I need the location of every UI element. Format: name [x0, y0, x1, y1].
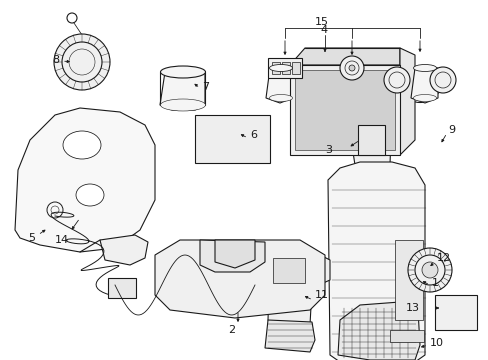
Text: 8: 8: [52, 55, 59, 65]
Bar: [294, 70, 394, 150]
Text: 13: 13: [405, 303, 419, 313]
Polygon shape: [265, 68, 292, 103]
Text: 14: 14: [55, 235, 69, 245]
Text: 7: 7: [202, 82, 209, 92]
Text: 2: 2: [227, 325, 235, 335]
Bar: [434, 295, 476, 330]
Polygon shape: [337, 302, 419, 360]
Bar: [267, 58, 302, 78]
Polygon shape: [267, 250, 329, 335]
Text: 9: 9: [447, 125, 454, 135]
Ellipse shape: [413, 94, 436, 102]
Circle shape: [429, 67, 455, 93]
Bar: [271, 62, 280, 74]
Polygon shape: [15, 108, 155, 252]
Ellipse shape: [76, 184, 104, 206]
Ellipse shape: [269, 64, 292, 72]
Text: 10: 10: [429, 338, 443, 348]
Text: 5: 5: [28, 233, 35, 243]
Polygon shape: [207, 282, 264, 312]
Bar: [291, 62, 299, 74]
Text: 4: 4: [319, 25, 326, 35]
Bar: [108, 278, 136, 298]
Text: 6: 6: [249, 130, 257, 140]
Ellipse shape: [63, 131, 101, 159]
Polygon shape: [347, 85, 391, 178]
Circle shape: [407, 248, 451, 292]
Polygon shape: [200, 240, 264, 272]
Bar: [272, 258, 305, 283]
Ellipse shape: [160, 66, 205, 78]
Text: 15: 15: [314, 17, 328, 27]
Polygon shape: [100, 235, 148, 265]
Polygon shape: [399, 48, 414, 155]
Polygon shape: [289, 48, 399, 65]
Bar: [389, 330, 423, 342]
Ellipse shape: [160, 99, 205, 111]
Polygon shape: [264, 320, 314, 352]
Text: 1: 1: [431, 278, 438, 288]
Bar: [282, 62, 289, 74]
Circle shape: [67, 13, 77, 23]
Circle shape: [339, 56, 363, 80]
Circle shape: [348, 65, 354, 71]
Bar: [394, 240, 422, 320]
Ellipse shape: [413, 64, 436, 72]
Bar: [289, 65, 399, 155]
Text: 12: 12: [436, 253, 450, 263]
Circle shape: [54, 34, 110, 90]
Polygon shape: [357, 125, 384, 155]
Text: 3: 3: [325, 145, 331, 155]
Bar: [195, 115, 269, 163]
Ellipse shape: [269, 94, 292, 102]
Polygon shape: [160, 72, 204, 110]
Polygon shape: [327, 162, 424, 360]
Text: 11: 11: [314, 290, 328, 300]
Polygon shape: [155, 240, 325, 318]
Polygon shape: [410, 68, 437, 103]
Circle shape: [421, 262, 437, 278]
Circle shape: [383, 67, 409, 93]
Polygon shape: [215, 240, 254, 268]
